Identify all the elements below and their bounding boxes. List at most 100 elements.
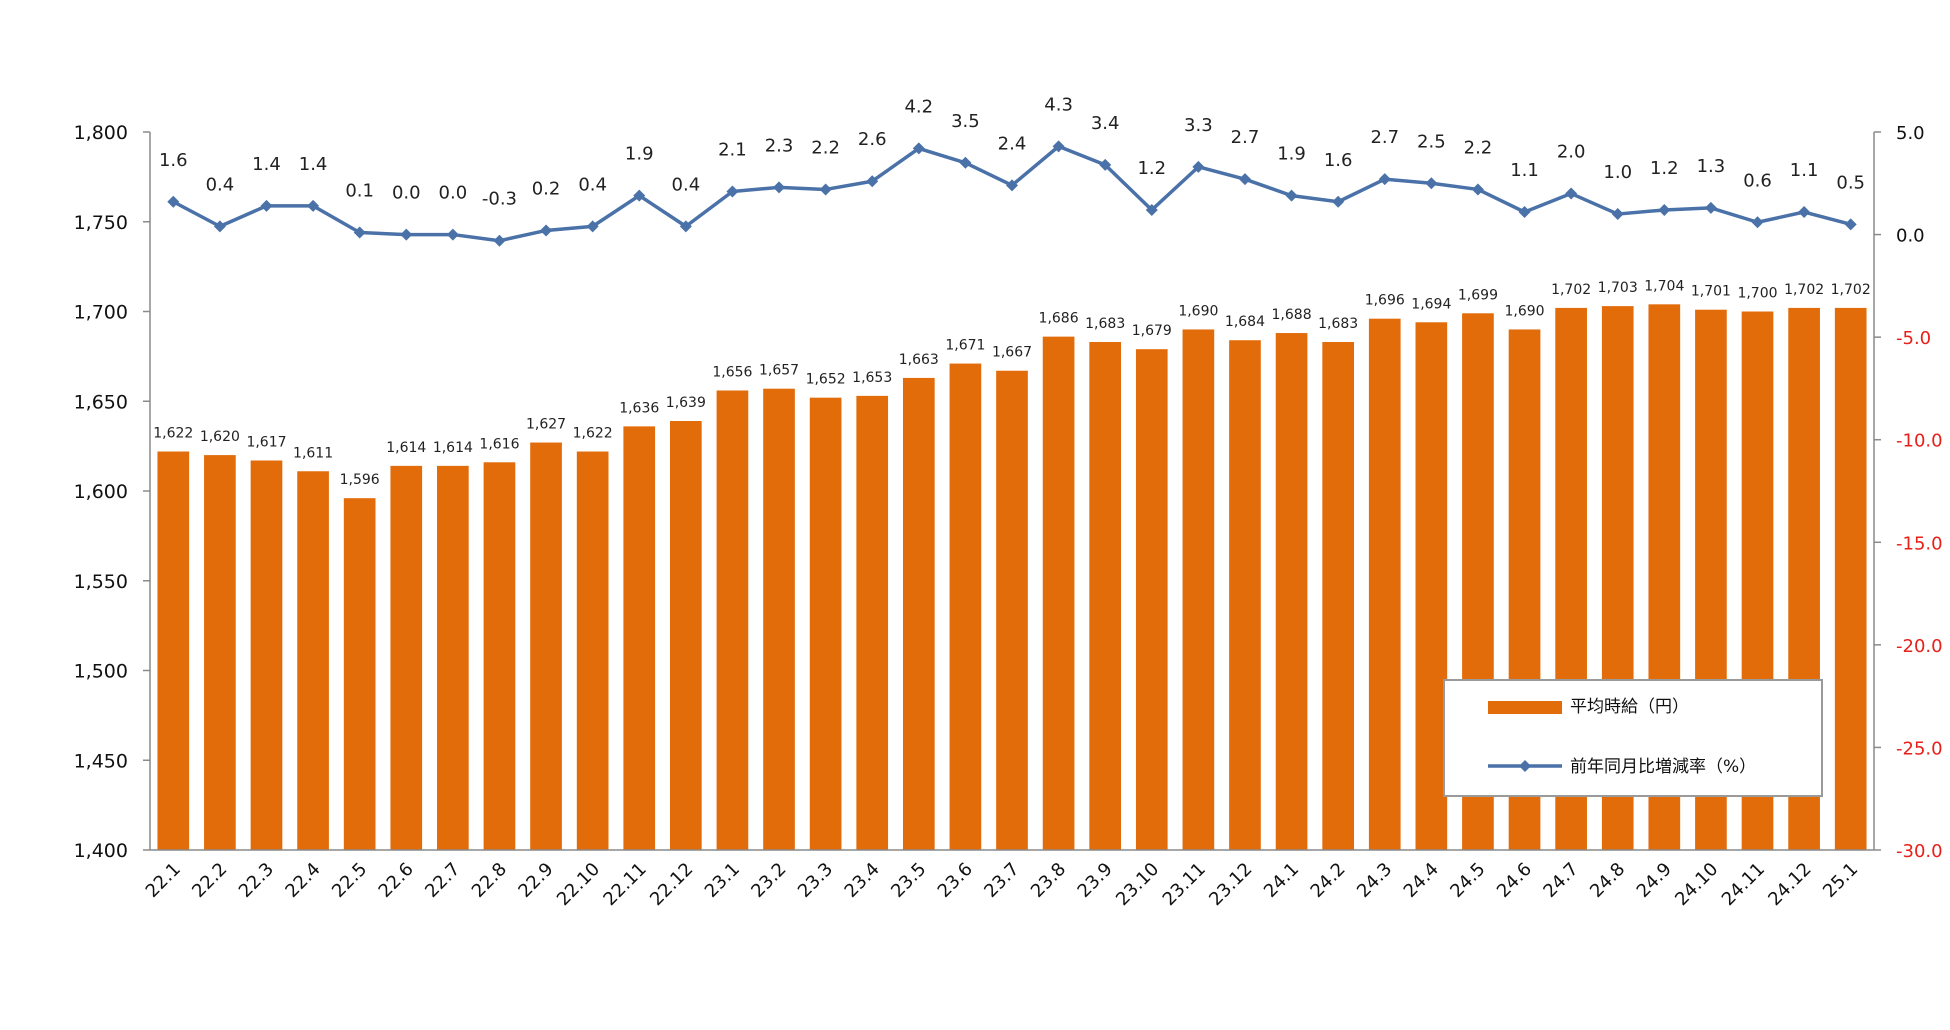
line-value-label: 1.1	[1510, 160, 1539, 181]
line-point	[1518, 206, 1531, 219]
line-point	[1471, 183, 1484, 196]
x-axis-tick-label: 23.12	[1205, 859, 1256, 910]
bar	[1229, 340, 1261, 850]
line-value-label: 1.2	[1137, 158, 1166, 179]
left-axis-tick-label: 1,500	[74, 661, 128, 683]
x-axis-tick-label: 22.10	[553, 859, 604, 910]
x-axis-tick-label: 22.1	[142, 859, 185, 902]
line-point	[540, 224, 553, 237]
line-point	[1658, 203, 1671, 216]
line-point	[1425, 177, 1438, 190]
left-axis-tick-label: 1,450	[74, 750, 128, 772]
bar-value-label: 1,627	[526, 417, 566, 433]
x-axis-tick-label: 22.2	[188, 859, 231, 902]
line-point	[679, 220, 692, 233]
line-series: 1.6 0.4 1.4 1.4 0.1 0.0 0.0 -0.3 0.2 0.4 1.9 0.4 2.1…	[159, 94, 1865, 247]
bar-value-label: 1,636	[619, 400, 659, 416]
bar	[1135, 349, 1168, 850]
bar	[157, 451, 190, 850]
line-point	[1798, 206, 1811, 219]
line-point	[1192, 160, 1205, 173]
x-axis-tick-label: 23.4	[841, 859, 884, 902]
bar-value-label: 1,620	[200, 429, 240, 445]
line-point	[307, 199, 320, 212]
bar-value-label: 1,702	[1831, 282, 1871, 298]
line-value-label: 2.1	[718, 139, 747, 160]
x-axis-tick-label: 24.8	[1586, 859, 1629, 902]
x-axis-tick-label: 23.10	[1112, 859, 1163, 910]
bar	[623, 426, 656, 850]
bar	[949, 363, 982, 850]
right-axis-tick-label: 5.0	[1896, 123, 1925, 144]
left-axis-tick-label: 1,800	[74, 122, 128, 144]
line-point	[213, 220, 226, 233]
bar	[1834, 307, 1867, 850]
bar-value-label: 1,694	[1411, 296, 1451, 312]
line-value-label: 1.4	[252, 154, 281, 175]
bar-value-label: 1,704	[1644, 278, 1684, 294]
line-value-label: 3.4	[1091, 113, 1120, 134]
line-value-label: 1.4	[299, 154, 328, 175]
line-value-label: -0.3	[482, 189, 517, 210]
bar-value-label: 1,690	[1504, 303, 1544, 319]
line-point	[912, 142, 925, 155]
bar-value-label: 1,596	[340, 472, 380, 488]
bar-value-label: 1,616	[479, 436, 519, 452]
x-axis-tick-label: 22.12	[646, 859, 697, 910]
bar	[343, 498, 376, 850]
line-value-label: 2.7	[1370, 127, 1399, 148]
line-value-label: 1.0	[1603, 162, 1632, 183]
bar	[390, 465, 423, 850]
line-value-label: 0.2	[532, 178, 561, 199]
right-axis-tick-label: -10.0	[1896, 431, 1943, 452]
bar-value-label: 1,614	[386, 440, 426, 456]
bar-value-label: 1,700	[1737, 286, 1777, 302]
bar-value-label: 1,688	[1272, 307, 1312, 323]
line-point	[1052, 140, 1065, 153]
x-axis-tick-label: 23.1	[701, 859, 744, 902]
x-axis-tick-label: 24.9	[1633, 859, 1676, 902]
bar-value-label: 1,667	[992, 345, 1032, 361]
line-point	[866, 175, 879, 188]
line-point	[1704, 201, 1717, 214]
line-value-label: 2.3	[765, 135, 794, 156]
left-axis-tick-label: 1,650	[74, 391, 128, 413]
right-axis-tick-label: 0.0	[1896, 226, 1925, 247]
bar-value-label: 1,653	[852, 370, 892, 386]
left-axis-tick-label: 1,700	[74, 302, 128, 324]
x-axis-tick-label: 25.1	[1819, 859, 1862, 902]
line-point	[260, 199, 273, 212]
line-value-label: 1.6	[159, 150, 188, 171]
line-point	[446, 228, 459, 241]
line-value-label: 2.2	[1464, 137, 1493, 158]
bar	[716, 390, 749, 850]
x-axis-tick-label: 23.3	[794, 859, 837, 902]
bar-value-label: 1,611	[293, 445, 333, 461]
bar	[483, 462, 516, 850]
bar-value-label: 1,657	[759, 363, 799, 379]
x-axis-tick-label: 22.8	[468, 859, 511, 902]
x-axis-tick-label: 24.3	[1353, 859, 1396, 902]
x-axis-tick-label: 22.9	[514, 859, 557, 902]
line-point	[1238, 173, 1251, 186]
line-value-label: 1.6	[1324, 150, 1353, 171]
bar	[902, 377, 935, 850]
x-axis-tick-label: 24.10	[1671, 859, 1722, 910]
x-axis-tick-label: 23.8	[1027, 859, 1070, 902]
line-point	[353, 226, 366, 239]
legend: 平均時給（円） 前年同月比増減率（%）	[1443, 679, 1823, 797]
bar	[297, 471, 329, 850]
line-value-label: 0.6	[1743, 170, 1772, 191]
legend-line-marker	[1519, 760, 1531, 772]
line-value-label: 0.4	[578, 174, 607, 195]
bar-value-label: 1,690	[1178, 303, 1218, 319]
left-axis-tick-label: 1,550	[74, 571, 128, 593]
line-point	[1611, 208, 1624, 221]
bar	[1089, 342, 1122, 850]
line-value-label: 4.2	[904, 96, 933, 117]
left-axis-tick-label: 1,750	[74, 212, 128, 234]
left-axis-tick-label: 1,600	[74, 481, 128, 503]
line-value-label: 1.9	[625, 144, 654, 165]
line-point	[400, 228, 413, 241]
line-value-label: 3.3	[1184, 115, 1213, 136]
